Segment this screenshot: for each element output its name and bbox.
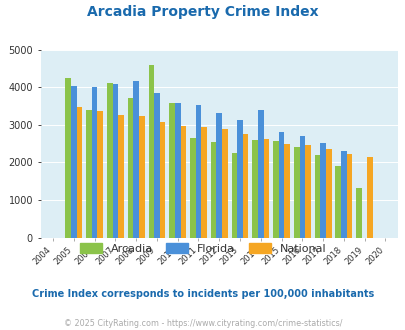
Legend: Arcadia, Florida, National: Arcadia, Florida, National [75,239,330,258]
Bar [305,145,310,238]
Bar [278,132,284,238]
Text: Arcadia Property Crime Index: Arcadia Property Crime Index [87,5,318,19]
Bar [273,141,278,238]
Bar [346,154,352,238]
Bar [195,105,201,238]
Bar [77,107,82,238]
Bar [201,127,207,238]
Bar [355,188,361,238]
Bar [263,139,269,238]
Bar [159,122,165,238]
Bar [154,93,159,238]
Bar [71,86,77,238]
Bar [299,136,305,238]
Bar [65,78,71,238]
Bar [118,115,124,238]
Bar [314,155,320,238]
Bar [107,83,112,238]
Bar [139,116,144,238]
Bar [231,153,237,238]
Bar [180,126,185,238]
Bar [340,151,346,238]
Text: Crime Index corresponds to incidents per 100,000 inhabitants: Crime Index corresponds to incidents per… [32,289,373,299]
Bar [148,65,154,238]
Bar [210,142,216,238]
Bar [293,147,299,238]
Bar [325,149,331,238]
Bar [92,87,97,238]
Bar [216,114,222,238]
Bar [169,103,175,238]
Bar [237,120,242,238]
Bar [86,110,92,238]
Bar [175,103,180,238]
Bar [367,157,372,238]
Bar [222,129,227,238]
Bar [257,110,263,238]
Bar [335,166,340,238]
Bar [97,111,103,238]
Bar [112,84,118,238]
Bar [284,144,289,238]
Text: © 2025 CityRating.com - https://www.cityrating.com/crime-statistics/: © 2025 CityRating.com - https://www.city… [64,319,341,328]
Bar [320,143,325,238]
Bar [242,134,248,238]
Bar [128,98,133,238]
Bar [190,138,195,238]
Bar [252,140,257,238]
Bar [133,82,139,238]
